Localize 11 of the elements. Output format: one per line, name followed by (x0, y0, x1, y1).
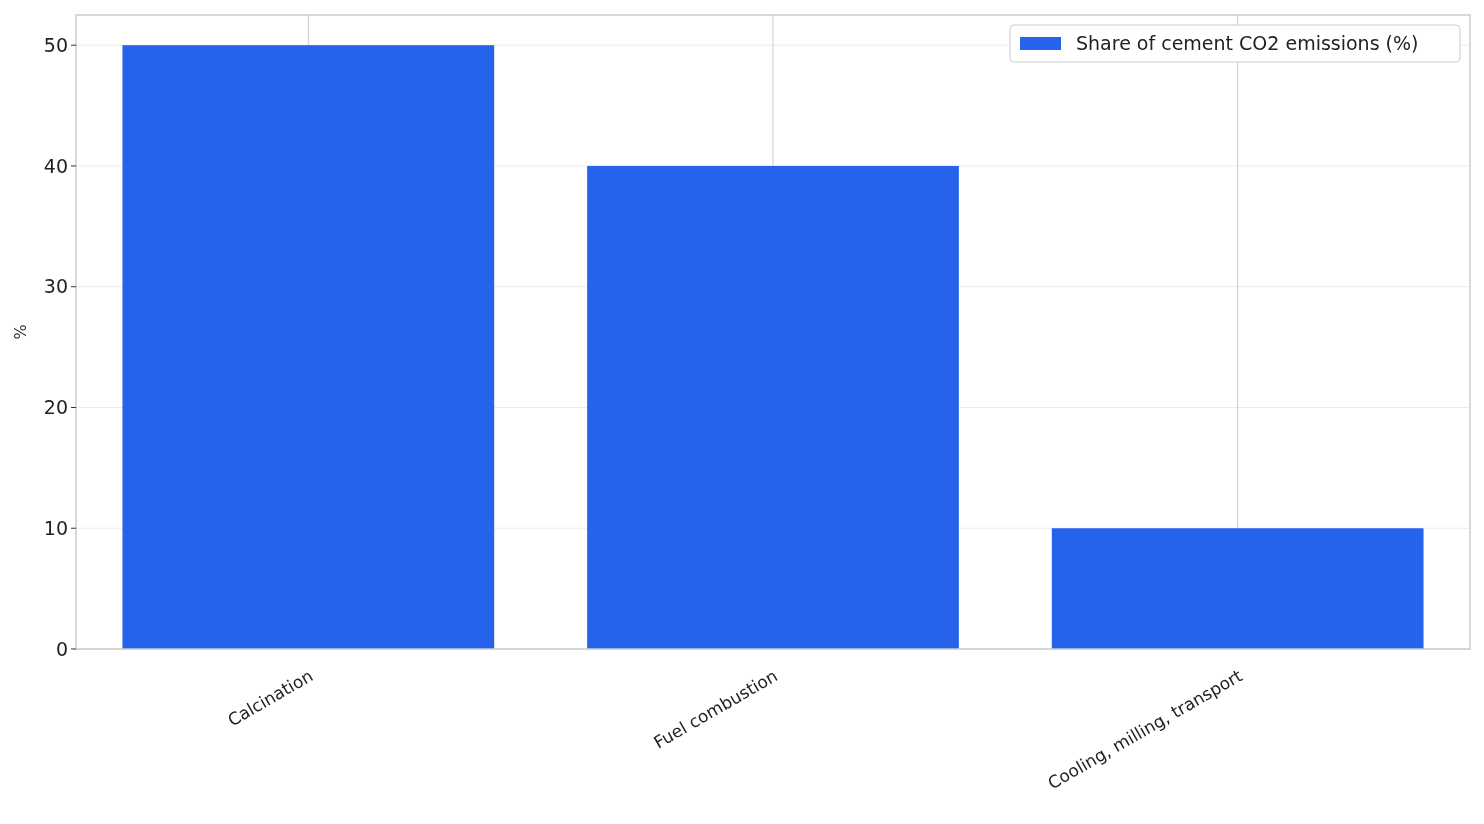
y-axis-title: % (11, 324, 30, 340)
y-tick-label: 20 (43, 396, 68, 419)
legend-label: Share of cement CO2 emissions (%) (1076, 31, 1419, 54)
y-tick-label: 40 (43, 154, 68, 177)
y-tick-label: 50 (43, 33, 68, 56)
y-tick-label: 30 (43, 275, 68, 298)
y-tick-label: 10 (43, 516, 68, 539)
bar (1051, 528, 1424, 649)
y-tick-label: 0 (55, 637, 68, 660)
bar (587, 165, 959, 649)
bar (122, 45, 495, 649)
